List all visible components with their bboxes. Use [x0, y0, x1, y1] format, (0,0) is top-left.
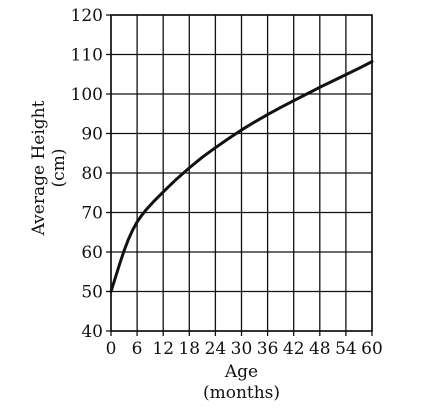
x-tick-label: 36: [257, 339, 279, 359]
plot-frame: [110, 14, 373, 332]
x-tick-label: 48: [309, 339, 331, 359]
y-axis-unit: (cm): [49, 149, 69, 188]
x-tick-label: 24: [205, 339, 227, 359]
x-tick-label: 30: [231, 339, 253, 359]
y-axis-label: Average Height: [29, 100, 49, 236]
y-tick-label: 70: [81, 204, 103, 224]
x-tick-label: 42: [283, 339, 305, 359]
x-tick-labels: 0 6 12 18 24 30 36 42 48 54 60: [106, 339, 383, 359]
x-tick-label: 0: [106, 339, 117, 359]
x-tick-label: 6: [132, 339, 143, 359]
y-tick-label: 60: [81, 243, 103, 263]
y-tick-label: 90: [81, 125, 103, 145]
y-tick-label: 80: [81, 164, 103, 184]
y-tick-labels: 40 50 60 70 80 90 100 110 120: [71, 6, 103, 342]
y-tick-label: 40: [81, 322, 103, 342]
grid: [106, 14, 373, 336]
y-tick-label: 110: [71, 46, 103, 66]
height-curve: [109, 60, 374, 293]
x-tick-label: 18: [178, 339, 200, 359]
x-tick-label: 12: [152, 339, 174, 359]
y-tick-label: 100: [71, 85, 103, 105]
x-axis-unit: (months): [203, 383, 280, 403]
x-axis-label: Age: [224, 362, 258, 382]
y-tick-label: 120: [71, 6, 103, 26]
x-tick-label: 54: [335, 339, 357, 359]
x-tick-label: 60: [361, 339, 383, 359]
y-tick-label: 50: [81, 283, 103, 303]
